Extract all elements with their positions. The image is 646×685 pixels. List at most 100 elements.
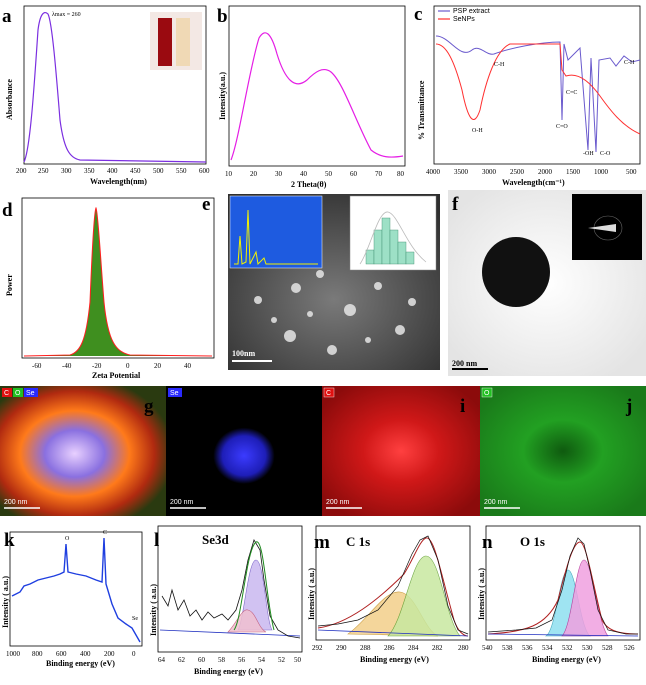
svg-text:C: C xyxy=(4,390,9,397)
y-axis-label-l: Intensity ( a.u.) xyxy=(149,584,158,636)
svg-text:282: 282 xyxy=(432,644,443,652)
svg-text:52: 52 xyxy=(278,656,286,664)
c1s-chart: m C 1s 292 290 288 286 284 282 280 Bindi… xyxy=(308,525,471,664)
c-map: C i 200 nm xyxy=(322,386,480,516)
o1s-baseline xyxy=(487,633,639,637)
panel-g: C O Se g 200 nm xyxy=(0,386,166,516)
svg-text:538: 538 xyxy=(502,644,513,652)
y-axis-label-b: Intensity(a.u.) xyxy=(218,72,227,120)
svg-text:0: 0 xyxy=(132,650,136,658)
x-ticks-b: 10 20 30 40 50 60 70 80 xyxy=(225,170,405,178)
x-axis-label-b: 2 Theta(θ) xyxy=(291,180,327,189)
ftir-peak-labels: O-H C-H C=O C=C -OH C-O C-H xyxy=(472,60,635,157)
tem-image: f 200 nm xyxy=(448,190,646,376)
overlay-map: C O Se g 200 nm xyxy=(0,386,166,516)
c1s-component-2 xyxy=(387,555,461,637)
scale-bar-e xyxy=(232,360,272,362)
scale-label-i: 200 nm xyxy=(326,499,350,506)
plot-frame xyxy=(315,525,471,641)
svg-text:530: 530 xyxy=(582,644,593,652)
panel-b: b 10 20 30 40 50 60 70 80 2 Theta(θ) Int… xyxy=(215,0,410,190)
panel-m: m C 1s 292 290 288 286 284 282 280 Bindi… xyxy=(308,520,474,680)
svg-text:O: O xyxy=(484,390,490,397)
svg-text:284: 284 xyxy=(408,644,419,652)
y-axis-label-d: Power xyxy=(5,274,14,296)
panel-letter-l: l xyxy=(154,530,159,551)
scale-label-h: 200 nm xyxy=(170,499,194,506)
x-axis-label-a: Wavelength(nm) xyxy=(90,177,147,186)
panel-letter-b: b xyxy=(217,6,228,27)
svg-text:450: 450 xyxy=(130,167,141,175)
x-ticks-n: 540 538 536 534 532 530 528 526 xyxy=(482,644,635,652)
svg-text:C: C xyxy=(326,390,331,397)
panel-j: O j 200 nm xyxy=(480,386,646,516)
scale-label-g: 200 nm xyxy=(4,499,28,506)
xrd-chart: b 10 20 30 40 50 60 70 80 2 Theta(θ) Int… xyxy=(217,5,406,189)
svg-text:20: 20 xyxy=(154,362,162,370)
o1s-title: O 1s xyxy=(520,534,545,549)
svg-text:1500: 1500 xyxy=(566,168,581,176)
svg-text:60: 60 xyxy=(350,170,358,178)
panel-a: a λmax = 260 200 250 300 350 400 450 500… xyxy=(0,0,215,190)
svg-text:-OH: -OH xyxy=(583,151,594,157)
svg-text:30: 30 xyxy=(275,170,283,178)
svg-text:3000: 3000 xyxy=(482,168,497,176)
panel-letter-i: i xyxy=(460,396,465,417)
xrd-curve xyxy=(230,32,404,161)
x-ticks-c: 4000 3500 3000 2500 2000 1500 1000 500 xyxy=(426,168,637,176)
svg-text:400: 400 xyxy=(80,650,91,658)
svg-text:-60: -60 xyxy=(32,362,42,370)
zeta-fill xyxy=(24,208,212,356)
plot-frame xyxy=(485,525,641,641)
plot-frame xyxy=(157,525,303,653)
zeta-chart: d -60 -40 -20 0 20 40 Zeta Potential Pow… xyxy=(2,197,215,380)
svg-text:2000: 2000 xyxy=(538,168,553,176)
histogram-bars xyxy=(365,217,415,265)
svg-text:C: C xyxy=(103,530,107,536)
legend-psp-extract: PSP extract xyxy=(453,8,490,15)
svg-text:58: 58 xyxy=(218,656,226,664)
svg-text:C=C: C=C xyxy=(566,90,577,96)
panel-c: c PSP extract SeNPs O-H C-H C=O C=C -OH … xyxy=(410,0,646,190)
panel-k: k O C Se 1000 800 600 400 200 0 Binding … xyxy=(0,524,146,674)
panel-letter-a: a xyxy=(2,6,12,27)
ftir-chart: c PSP extract SeNPs O-H C-H C=O C=C -OH … xyxy=(414,4,641,187)
zeta-curve xyxy=(23,206,213,357)
c1s-baseline xyxy=(317,629,469,637)
svg-text:550: 550 xyxy=(176,167,187,175)
svg-text:2500: 2500 xyxy=(510,168,525,176)
panel-i: C i 200 nm xyxy=(322,386,480,516)
se3d-raw xyxy=(161,539,301,639)
svg-text:20: 20 xyxy=(250,170,258,178)
legend-senps: SeNPs xyxy=(453,16,475,23)
eds-inset xyxy=(229,195,323,269)
panel-h: Se h 200 nm xyxy=(166,386,322,516)
svg-text:60: 60 xyxy=(198,656,206,664)
svg-text:540: 540 xyxy=(482,644,493,652)
svg-text:54: 54 xyxy=(258,656,266,664)
x-axis-label-m: Binding energy (eV) xyxy=(360,655,429,664)
scale-label-f: 200 nm xyxy=(452,359,477,368)
svg-text:536: 536 xyxy=(522,644,533,652)
panel-letter-k: k xyxy=(4,530,15,551)
panel-letter-j: j xyxy=(625,396,632,417)
svg-text:500: 500 xyxy=(626,168,637,176)
svg-text:40: 40 xyxy=(300,170,308,178)
svg-text:70: 70 xyxy=(375,170,383,178)
svg-text:600: 600 xyxy=(56,650,67,658)
x-ticks-a: 200 250 300 350 400 450 500 550 600 xyxy=(16,167,210,175)
panel-letter-e: e xyxy=(202,194,210,215)
survey-spectrum xyxy=(11,537,141,643)
x-ticks-d: -60 -40 -20 0 20 40 xyxy=(32,362,192,370)
svg-text:500: 500 xyxy=(153,167,164,175)
eds-spectrum xyxy=(234,209,318,266)
panel-letter-g: g xyxy=(144,396,154,417)
svg-text:400: 400 xyxy=(107,167,118,175)
svg-text:C-O: C-O xyxy=(600,151,611,157)
c1s-title: C 1s xyxy=(346,534,370,549)
svg-text:O-H: O-H xyxy=(472,128,483,134)
svg-text:C=O: C=O xyxy=(556,124,568,130)
ftir-psp-extract-curve xyxy=(435,35,641,153)
panel-letter-m: m xyxy=(314,532,330,553)
o1s-component-2 xyxy=(561,559,609,637)
